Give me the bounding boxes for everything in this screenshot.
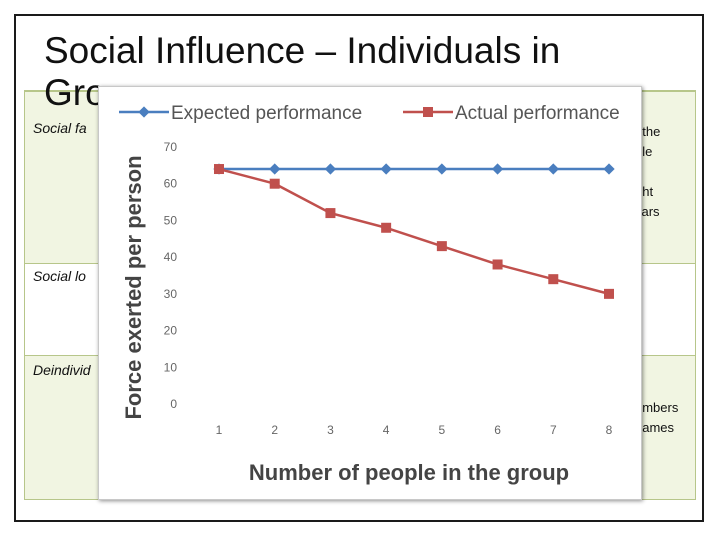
slide-title: Social Influence – Individuals in Gro	[44, 30, 664, 114]
y-axis-title: Force exerted per person	[121, 155, 146, 419]
x-tick-label: 1	[216, 423, 223, 437]
x-tick-label: 6	[494, 423, 501, 437]
data-point	[492, 259, 503, 270]
y-tick-label: 10	[164, 360, 178, 374]
y-tick-label: 30	[164, 287, 178, 301]
data-point	[324, 163, 337, 175]
y-tick-label: 70	[164, 140, 178, 154]
series-line	[218, 167, 610, 296]
y-tick-label: 0	[170, 397, 177, 411]
data-point	[381, 222, 392, 233]
legend-label: Expected performance	[171, 103, 362, 124]
data-point	[325, 208, 336, 219]
data-point	[604, 288, 614, 299]
slide-title-line: Gro	[44, 72, 106, 113]
data-point	[548, 274, 559, 285]
x-axis-title: Number of people in the group	[249, 460, 569, 485]
data-point	[214, 164, 224, 175]
legend-marker	[423, 107, 433, 117]
x-tick-label: 8	[606, 423, 613, 437]
data-point	[436, 241, 447, 252]
data-point	[547, 163, 559, 175]
row-label: Social fa	[33, 120, 87, 136]
y-tick-label: 50	[164, 213, 178, 227]
data-point	[436, 163, 448, 175]
legend-marker	[138, 106, 150, 118]
y-tick-label: 60	[164, 177, 178, 191]
row-text-fragment: games	[635, 420, 675, 435]
line-chart: Expected performance Actual performance 0 1…	[119, 103, 620, 485]
data-point	[380, 163, 392, 175]
row-label: Social lo	[33, 268, 86, 284]
x-tick-label: 2	[271, 423, 278, 437]
x-tick-label: 3	[327, 423, 334, 437]
slide-frame	[14, 14, 704, 522]
row-label: Deindivid	[33, 362, 91, 378]
y-tick-label: 20	[164, 324, 178, 338]
chart-image: Expected performance Actual performance 0 1…	[98, 86, 642, 500]
slide-title-line: Social Influence – Individuals in	[44, 30, 561, 71]
x-tick-label: 5	[439, 423, 446, 437]
row-text-fragment: embers	[635, 400, 679, 415]
data-point	[269, 163, 281, 175]
legend-label: Actual performance	[455, 103, 620, 124]
data-point	[491, 163, 504, 175]
y-tick-label: 40	[164, 250, 178, 264]
x-tick-label: 7	[550, 423, 557, 437]
x-tick-label: 4	[383, 423, 390, 437]
data-point	[269, 178, 280, 189]
data-point	[603, 163, 615, 175]
